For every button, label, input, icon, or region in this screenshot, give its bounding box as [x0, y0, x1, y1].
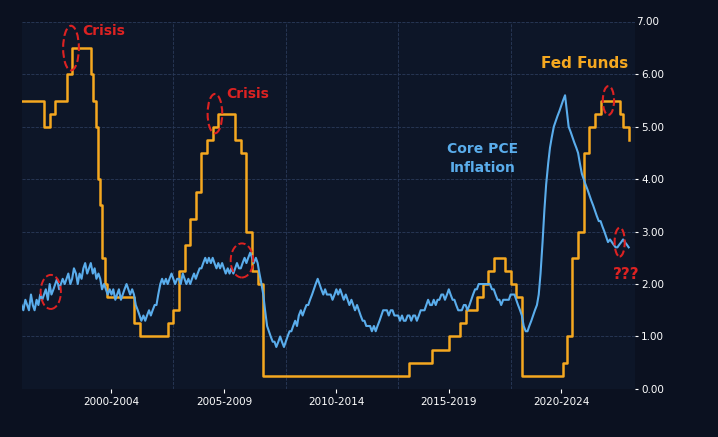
Text: Crisis: Crisis — [83, 24, 125, 38]
Text: Fed Funds: Fed Funds — [541, 56, 629, 71]
Text: ???: ??? — [613, 267, 640, 282]
Text: Core PCE
Inflation: Core PCE Inflation — [447, 142, 518, 175]
Text: 7.00: 7.00 — [637, 17, 660, 27]
Text: Crisis: Crisis — [226, 87, 269, 101]
